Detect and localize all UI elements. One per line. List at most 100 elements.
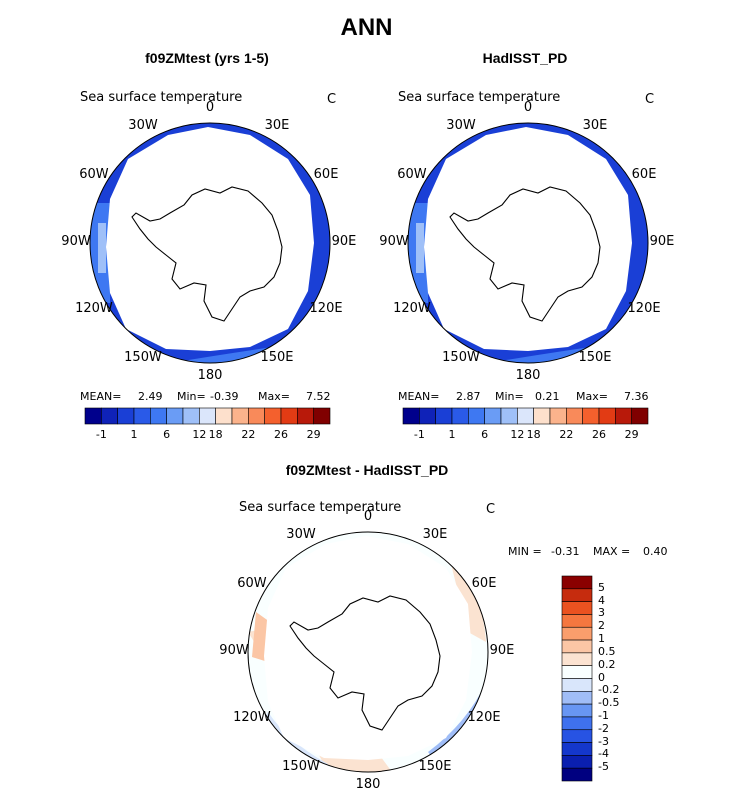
lon-label-model-11: 30W xyxy=(128,117,158,133)
colorbar-swatch xyxy=(117,407,135,425)
colorbar-label-diff-7: 0 xyxy=(598,670,605,684)
lon-label-diff-6: 180 xyxy=(355,777,381,792)
mean-value-model: 2.49 xyxy=(138,390,163,403)
lon-label-diff-2: 60E xyxy=(471,576,497,591)
lon-label-obs-1: 30E xyxy=(582,117,608,133)
anomaly-warm-region xyxy=(448,552,486,642)
lon-label-obs-10: 60W xyxy=(397,167,427,182)
lon-label-model-4: 120E xyxy=(309,301,343,316)
colorbar-label-obs-6: 26 xyxy=(592,428,606,441)
colorbar-swatch xyxy=(484,407,502,425)
lon-label-diff-8: 120W xyxy=(233,710,271,725)
colorbar-swatch xyxy=(84,407,102,425)
mean-value-obs: 2.87 xyxy=(456,390,481,403)
colorbar-swatch xyxy=(215,407,233,425)
min-label-obs: Min= xyxy=(495,390,524,403)
colorbar-label-model-3: 12 xyxy=(192,428,207,441)
panel-title-obs: HadISST_PD xyxy=(482,50,568,66)
colorbar-swatch xyxy=(561,575,593,590)
colorbar-diff xyxy=(561,575,593,782)
colorbar-swatch xyxy=(517,407,534,425)
lon-label-obs-6: 180 xyxy=(515,368,541,383)
max-value-obs: 7.36 xyxy=(624,390,649,403)
map-border xyxy=(89,122,331,364)
lon-label-obs-7: 150W xyxy=(442,350,480,366)
min-value-model: -0.39 xyxy=(210,390,239,403)
colorbar-label-diff-0: 5 xyxy=(598,580,605,594)
max-value-diff: 0.40 xyxy=(643,545,668,558)
lon-label-diff-11: 30W xyxy=(286,526,316,542)
colorbar-swatch xyxy=(500,407,518,425)
sea-ice-mask xyxy=(106,127,314,351)
colorbar-swatch xyxy=(419,407,436,425)
max-label-model: Max= xyxy=(258,390,290,403)
polar-map-obs xyxy=(407,122,649,364)
variable-name-model: Sea surface temperature xyxy=(80,90,243,105)
colorbar-label-obs-0: -1 xyxy=(413,428,425,441)
colorbar-label-model-4: 18 xyxy=(208,428,223,441)
sea-ice-mask xyxy=(264,536,472,760)
unit-label-diff: C xyxy=(486,502,496,517)
colorbar-swatch xyxy=(561,678,593,692)
colorbar-swatch xyxy=(231,407,249,425)
colorbar-swatch xyxy=(561,652,593,666)
colorbar-label-diff-11: -2 xyxy=(598,721,609,735)
lon-label-diff-7: 150W xyxy=(282,759,320,775)
colorbar-swatch xyxy=(561,626,593,641)
colorbar-label-obs-7: 29 xyxy=(624,428,639,441)
colorbar-label-diff-12: -3 xyxy=(598,734,609,748)
colorbar-model xyxy=(84,407,331,425)
lon-label-model-8: 120W xyxy=(75,301,113,316)
antarctica-coastline xyxy=(449,186,601,322)
colorbar-swatch xyxy=(248,407,265,425)
lon-label-model-6: 180 xyxy=(197,368,223,383)
colorbar-swatch xyxy=(561,691,593,705)
lon-label-obs-3: 90E xyxy=(649,234,675,249)
panel-title-model: f09ZMtest (yrs 1-5) xyxy=(145,50,269,66)
colorbar-label-diff-14: -5 xyxy=(598,760,609,774)
lon-label-model-10: 60W xyxy=(79,167,109,182)
polar-map-model xyxy=(89,122,331,364)
lon-label-obs-0: 0 xyxy=(523,100,533,115)
colorbar-swatch xyxy=(402,407,420,425)
colorbar-swatch xyxy=(533,407,551,425)
colorbar-swatch xyxy=(264,407,282,425)
colorbar-swatch xyxy=(133,407,151,425)
lon-label-obs-8: 120W xyxy=(393,301,431,316)
colorbar-swatch xyxy=(101,407,118,425)
colorbar-label-model-0: -1 xyxy=(95,428,107,441)
panel-title-diff: f09ZMtest - HadISST_PD xyxy=(285,462,449,478)
lon-label-diff-5: 150E xyxy=(418,759,452,775)
colorbar-swatch xyxy=(561,703,593,718)
colorbar-swatch xyxy=(468,407,485,425)
colorbar-label-model-1: 1 xyxy=(130,428,138,441)
colorbar-swatch xyxy=(561,639,593,654)
max-label-diff: MAX = xyxy=(593,545,631,558)
variable-name-diff: Sea surface temperature xyxy=(239,500,402,515)
lon-label-diff-9: 90W xyxy=(219,643,249,658)
min-label-model: Min= xyxy=(177,390,206,403)
colorbar-swatch xyxy=(166,407,184,425)
colorbar-swatch xyxy=(280,407,298,425)
colorbar-label-diff-2: 3 xyxy=(598,606,605,620)
figure-title: ANN xyxy=(340,14,393,41)
map-border xyxy=(407,122,649,364)
lon-label-model-2: 60E xyxy=(313,167,339,182)
polar-map-diff xyxy=(247,531,489,773)
lon-label-diff-4: 120E xyxy=(467,710,501,725)
max-value-model: 7.52 xyxy=(306,390,331,403)
lon-label-obs-4: 120E xyxy=(627,301,661,316)
colorbar-label-obs-4: 18 xyxy=(526,428,541,441)
colorbar-swatch xyxy=(199,407,216,425)
colorbar-swatch xyxy=(598,407,616,425)
max-label-obs: Max= xyxy=(576,390,608,403)
lon-label-model-9: 90W xyxy=(61,234,91,249)
lon-label-diff-10: 60W xyxy=(237,576,267,591)
variable-name-obs: Sea surface temperature xyxy=(398,90,561,105)
lon-label-obs-5: 150E xyxy=(578,350,612,366)
antarctica-coastline xyxy=(289,595,441,731)
antarctica-coastline xyxy=(131,186,283,322)
colorbar-label-obs-1: 1 xyxy=(448,428,456,441)
lon-label-model-5: 150E xyxy=(260,350,294,366)
colorbar-label-diff-5: 0.5 xyxy=(598,644,616,658)
